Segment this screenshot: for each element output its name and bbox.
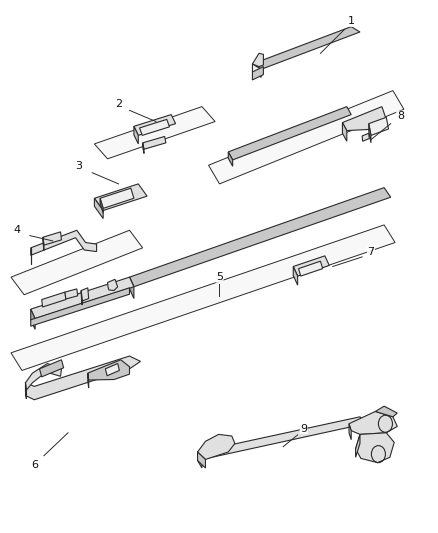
Polygon shape: [342, 123, 346, 141]
Polygon shape: [25, 383, 26, 399]
Polygon shape: [228, 152, 232, 166]
Polygon shape: [252, 67, 263, 80]
Text: 5: 5: [215, 272, 223, 282]
Polygon shape: [94, 107, 215, 159]
Polygon shape: [197, 452, 201, 468]
Text: 6: 6: [32, 460, 39, 470]
Text: 4: 4: [13, 225, 20, 235]
Polygon shape: [100, 198, 103, 213]
Polygon shape: [11, 230, 142, 295]
Polygon shape: [342, 107, 385, 131]
Polygon shape: [81, 288, 88, 301]
Polygon shape: [293, 256, 328, 276]
Polygon shape: [348, 424, 350, 440]
Polygon shape: [25, 356, 140, 400]
Text: 3: 3: [75, 161, 82, 171]
Polygon shape: [88, 360, 129, 380]
Polygon shape: [197, 434, 234, 459]
Polygon shape: [43, 237, 44, 251]
Polygon shape: [368, 117, 388, 135]
Polygon shape: [374, 406, 396, 417]
Polygon shape: [134, 115, 175, 135]
Polygon shape: [31, 288, 129, 326]
Polygon shape: [25, 364, 61, 390]
Polygon shape: [293, 266, 297, 285]
Polygon shape: [252, 64, 261, 77]
Polygon shape: [355, 433, 393, 463]
Polygon shape: [142, 136, 166, 149]
Polygon shape: [65, 289, 78, 299]
Polygon shape: [31, 230, 96, 255]
Polygon shape: [361, 133, 368, 141]
Text: 2: 2: [115, 99, 122, 109]
Polygon shape: [208, 91, 403, 184]
Polygon shape: [39, 360, 64, 377]
Polygon shape: [107, 279, 117, 290]
Text: 7: 7: [367, 247, 374, 256]
Polygon shape: [348, 411, 396, 434]
Polygon shape: [368, 124, 370, 143]
Polygon shape: [42, 292, 66, 307]
Polygon shape: [43, 232, 61, 245]
Polygon shape: [81, 290, 82, 305]
Polygon shape: [228, 107, 350, 160]
Polygon shape: [134, 126, 138, 144]
Polygon shape: [355, 434, 359, 457]
Polygon shape: [11, 225, 394, 370]
Polygon shape: [252, 53, 263, 67]
Polygon shape: [197, 417, 364, 459]
Polygon shape: [31, 277, 134, 319]
Text: 1: 1: [347, 17, 354, 26]
Polygon shape: [129, 188, 390, 287]
Polygon shape: [129, 277, 134, 298]
Polygon shape: [139, 119, 169, 135]
Polygon shape: [94, 184, 147, 211]
Polygon shape: [94, 198, 103, 219]
Polygon shape: [197, 452, 205, 468]
Polygon shape: [252, 27, 359, 69]
Polygon shape: [298, 261, 322, 276]
Polygon shape: [100, 188, 134, 208]
Text: 9: 9: [300, 424, 307, 433]
Polygon shape: [105, 364, 119, 376]
Text: 8: 8: [396, 111, 403, 121]
Polygon shape: [31, 309, 35, 329]
Polygon shape: [142, 143, 144, 154]
